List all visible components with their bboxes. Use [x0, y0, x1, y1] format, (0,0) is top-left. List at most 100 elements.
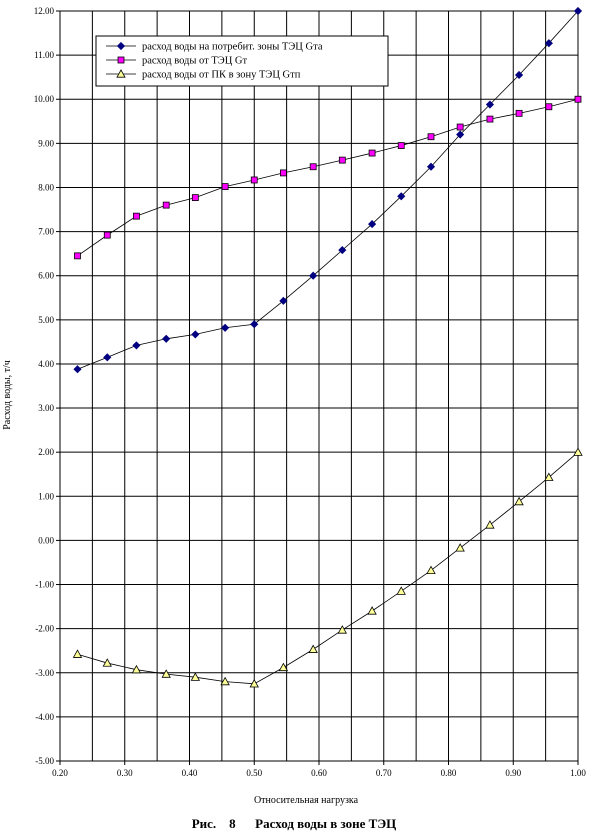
- data-point-series-2: [162, 201, 170, 209]
- data-point-series-2: [545, 103, 553, 111]
- data-point-series-1: [221, 323, 230, 332]
- data-point-series-1: [103, 353, 112, 362]
- y-tick-label: 5.00: [38, 315, 54, 325]
- data-point-series-2: [221, 183, 229, 190]
- data-point-series-1: [191, 330, 200, 339]
- series-line-2: [77, 98, 579, 257]
- legend-box: [95, 35, 389, 87]
- data-point-series-3: [337, 625, 347, 634]
- data-point-series-3: [190, 672, 201, 681]
- y-tick-label: 9.00: [38, 138, 54, 148]
- data-point-series-2: [133, 212, 140, 220]
- data-point-series-1: [515, 70, 524, 80]
- data-point-series-2: [397, 142, 405, 149]
- data-point-series-1: [279, 296, 288, 305]
- y-tick-label: 3.00: [38, 403, 54, 413]
- data-point-series-3: [485, 520, 495, 529]
- data-point-series-2: [279, 169, 287, 177]
- data-point-series-1: [338, 246, 347, 255]
- y-tick-label: 10.00: [34, 94, 55, 104]
- data-point-series-1: [309, 271, 318, 280]
- data-point-series-3: [396, 586, 406, 595]
- x-tick-label: 0.90: [505, 768, 521, 778]
- y-tick-label: 12.00: [34, 6, 55, 16]
- data-point-series-3: [220, 676, 230, 686]
- data-point-series-1: [162, 334, 171, 343]
- y-tick-label: -1.00: [35, 580, 54, 590]
- data-point-series-1: [456, 130, 465, 139]
- data-point-series-2: [191, 194, 199, 202]
- data-point-series-3: [455, 543, 465, 552]
- data-point-series-3: [426, 565, 436, 575]
- data-point-series-1: [544, 39, 553, 48]
- series-line-3: [77, 451, 579, 685]
- data-point-series-2: [486, 115, 494, 123]
- x-tick-label: 0.70: [376, 768, 392, 778]
- data-point-series-1: [573, 6, 583, 16]
- data-point-series-3: [102, 658, 112, 667]
- y-tick-label: -3.00: [35, 668, 54, 678]
- y-tick-label: 0.00: [38, 535, 54, 545]
- legend-marker: [117, 56, 125, 64]
- data-point-series-2: [103, 231, 111, 239]
- data-point-series-3: [278, 662, 289, 672]
- x-tick-label: 0.30: [117, 768, 133, 778]
- data-point-series-2: [574, 95, 582, 103]
- data-point-series-1: [397, 192, 406, 201]
- y-tick-label: -5.00: [35, 756, 54, 766]
- data-point-series-2: [250, 176, 258, 184]
- y-tick-label: -2.00: [35, 624, 54, 634]
- x-tick-label: 0.20: [52, 768, 68, 778]
- data-point-series-2: [309, 163, 317, 171]
- y-tick-labels: -5.00 -4.00 -3.00 -2.00 -1.00 0.00 1.00 2.00 3.0…: [34, 6, 55, 766]
- x-axis-label: Относительная нагрузка: [254, 795, 359, 806]
- data-point-series-3: [131, 664, 142, 674]
- x-tick-label: 0.50: [246, 768, 262, 778]
- y-tick-label: 6.00: [38, 271, 54, 281]
- data-point-series-1: [132, 341, 141, 350]
- x-tick-label: 0.60: [311, 768, 327, 778]
- data-point-series-3: [514, 496, 524, 506]
- grid: [56, 10, 579, 765]
- data-point-series-3: [249, 678, 259, 688]
- x-tick-labels: 0.20 0.30 0.40 0.50 0.60 0.70 0.80 0.90 1.00: [52, 768, 586, 778]
- legend-label: расход воды на потребит. зоны ТЭЦ Gта: [142, 42, 323, 53]
- data-point-series-3: [573, 447, 583, 456]
- y-tick-label: 8.00: [38, 182, 54, 192]
- y-tick-label: -4.00: [35, 712, 54, 722]
- data-point-series-2: [515, 109, 523, 117]
- y-tick-label: 2.00: [38, 447, 54, 457]
- figure-caption: Рис. 8 Расход воды в зоне ТЭЦ: [192, 816, 397, 831]
- legend-marker: [116, 69, 126, 78]
- legend-label: расход воды от ПК в зону ТЭЦ Gтп: [142, 70, 301, 81]
- data-point-series-1: [73, 365, 82, 374]
- series-line-1: [77, 10, 579, 370]
- y-tick-label: 11.00: [34, 50, 54, 60]
- data-point-series-3: [72, 649, 83, 658]
- x-tick-label: 1.00: [570, 768, 586, 778]
- data-point-series-3: [544, 472, 554, 481]
- x-tick-label: 0.80: [441, 768, 457, 778]
- y-axis-label: Расход воды, т/ч: [2, 360, 13, 430]
- series-lines: [77, 10, 579, 685]
- data-point-series-2: [74, 252, 81, 260]
- series-markers: [72, 6, 583, 688]
- data-point-series-2: [368, 149, 376, 157]
- legend-marker: [116, 41, 126, 51]
- data-point-series-2: [427, 133, 435, 141]
- data-point-series-3: [367, 606, 377, 615]
- data-point-series-1: [485, 100, 495, 109]
- y-tick-label: 7.00: [38, 227, 54, 237]
- legend-label: расход воды от ТЭЦ Gт: [142, 56, 248, 67]
- data-point-series-2: [338, 156, 346, 164]
- data-point-series-1: [368, 220, 377, 229]
- data-point-series-3: [161, 669, 171, 678]
- data-point-series-1: [426, 162, 436, 171]
- data-point-series-3: [308, 644, 318, 653]
- data-point-series-2: [456, 123, 464, 131]
- y-tick-label: 4.00: [38, 359, 54, 369]
- plot-frame: [59, 10, 579, 762]
- data-point-series-1: [250, 320, 259, 329]
- y-tick-label: 1.00: [38, 491, 54, 501]
